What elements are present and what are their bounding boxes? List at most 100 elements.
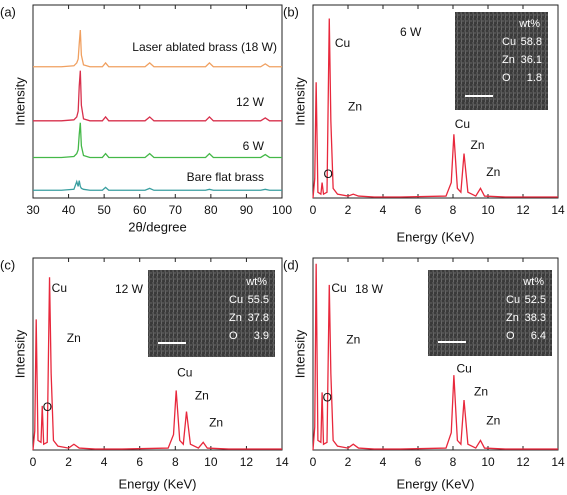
peak-label: Zn <box>195 388 209 402</box>
peak-label: Zn <box>471 138 485 152</box>
x-tick-label: 12 <box>516 203 530 217</box>
x-tick-label: 70 <box>169 203 183 217</box>
peak-label: O <box>43 400 52 414</box>
x-tick-label: 4 <box>380 203 387 217</box>
inset-value: 3.9 <box>254 330 269 342</box>
panel-label: (c) <box>0 257 15 272</box>
x-tick-label: 6 <box>136 455 143 469</box>
inset-element: Cu <box>502 36 516 48</box>
peak-label: Cu <box>331 281 346 295</box>
inset-element: Zn <box>229 312 242 324</box>
x-tick-label: 12 <box>516 455 530 469</box>
inset-value: 55.5 <box>248 294 269 306</box>
panel-label: (a) <box>0 4 16 19</box>
peak-label: Cu <box>455 117 470 131</box>
x-tick-label: 30 <box>26 203 40 217</box>
x-tick-label: 14 <box>551 455 565 469</box>
x-tick-label: 2 <box>65 455 72 469</box>
x-tick-label: 8 <box>172 455 179 469</box>
x-tick-label: 8 <box>450 455 457 469</box>
series-line <box>32 277 282 451</box>
x-tick-label: 0 <box>310 455 317 469</box>
inset-element: O <box>506 330 515 342</box>
plot-frame <box>312 4 559 199</box>
x-tick-label: 10 <box>204 455 218 469</box>
peak-label: Zn <box>474 385 488 399</box>
series-line <box>312 18 558 199</box>
x-tick-label: 14 <box>275 455 289 469</box>
peak-label: Cu <box>457 362 472 376</box>
series-line <box>33 179 282 191</box>
peak-label: Zn <box>486 413 500 427</box>
peak-label: O <box>324 167 333 181</box>
peak-label: Zn <box>486 165 500 179</box>
x-axis-label: Energy (KeV) <box>396 476 474 491</box>
x-axis-label: Energy (KeV) <box>118 476 196 491</box>
sem-image <box>455 12 548 110</box>
series-label: Laser ablated brass (18 W) <box>132 40 277 54</box>
peak-label: Cu <box>335 36 350 50</box>
inset-header: wt% <box>522 276 544 288</box>
y-axis-label: Intensity <box>292 329 307 378</box>
peak-label: Zn <box>67 331 81 345</box>
inset-header: wt% <box>518 18 540 30</box>
peak-label: Zn <box>348 99 362 113</box>
inset-element: Zn <box>502 54 515 66</box>
series-line <box>312 263 558 451</box>
inset-value: 58.8 <box>521 36 542 48</box>
x-tick-label: 6 <box>415 455 422 469</box>
x-tick-label: 50 <box>97 203 111 217</box>
panel-label: (d) <box>283 257 299 272</box>
inset-value: 38.3 <box>525 312 546 324</box>
x-tick-label: 60 <box>133 203 147 217</box>
x-tick-label: 14 <box>551 203 565 217</box>
x-tick-label: 40 <box>62 203 76 217</box>
x-tick-label: 4 <box>101 455 108 469</box>
peak-label: Cu <box>52 281 67 295</box>
inset-element: Cu <box>229 294 243 306</box>
peak-label: Cu <box>177 365 192 379</box>
inset-element: Cu <box>506 294 520 306</box>
inset-element: O <box>229 330 238 342</box>
inset-element: Zn <box>506 312 519 324</box>
x-tick-label: 0 <box>310 203 317 217</box>
y-axis-label: Intensity <box>292 77 307 126</box>
y-axis-label: Intensity <box>12 329 27 378</box>
peak-label: O <box>323 390 332 404</box>
inset-value: 52.5 <box>525 294 546 306</box>
inset-value: 37.8 <box>248 312 269 324</box>
x-tick-label: 90 <box>240 203 254 217</box>
x-tick-label: 6 <box>415 203 422 217</box>
x-tick-label: 12 <box>240 455 254 469</box>
x-axis-label: 2θ/degree <box>128 219 187 234</box>
spectrum-label: 18 W <box>355 282 384 296</box>
plot-frame <box>32 4 283 199</box>
x-tick-label: 8 <box>450 203 457 217</box>
series-label: 12 W <box>236 95 265 109</box>
panel-label: (b) <box>283 4 299 19</box>
inset-element: O <box>502 72 511 84</box>
inset-value: 1.8 <box>527 72 542 84</box>
plot-frame <box>32 257 283 451</box>
x-tick-label: 4 <box>380 455 387 469</box>
spectrum-label: 6 W <box>400 25 422 39</box>
inset-header: wt% <box>245 276 267 288</box>
plot-frame <box>312 257 559 451</box>
x-tick-label: 80 <box>204 203 218 217</box>
peak-label: Zn <box>209 415 223 429</box>
x-tick-label: 2 <box>345 203 352 217</box>
x-tick-label: 2 <box>345 455 352 469</box>
series-line <box>33 122 282 159</box>
x-tick-label: 10 <box>481 455 495 469</box>
inset-value: 6.4 <box>531 330 546 342</box>
series-line <box>33 30 282 68</box>
x-axis-label: Energy (KeV) <box>396 229 474 244</box>
peak-label: Zn <box>346 333 360 347</box>
inset-value: 36.1 <box>521 54 542 66</box>
x-tick-label: 10 <box>481 203 495 217</box>
spectrum-label: 12 W <box>115 282 144 296</box>
series-line <box>33 70 282 122</box>
series-label: 6 W <box>243 139 265 153</box>
x-tick-label: 100 <box>272 203 292 217</box>
